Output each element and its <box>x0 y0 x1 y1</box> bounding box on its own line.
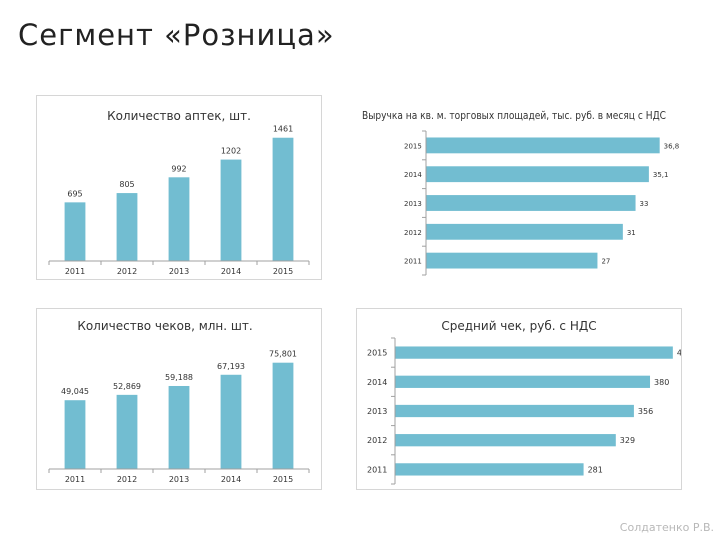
bar-2011 <box>395 463 584 476</box>
chart-title: Количество чеков, млн. шт. <box>77 319 252 333</box>
chart-pharmacy-count: Количество аптек, шт. 695 2011 805 2012 992 20… <box>36 95 322 280</box>
data-label-2011: 695 <box>67 189 82 198</box>
bar-2015 <box>426 137 660 154</box>
data-label-2012: 329 <box>620 436 635 445</box>
x-tick-label-2012: 2012 <box>117 475 137 484</box>
data-label-2014: 1202 <box>221 147 241 156</box>
chart-title: Количество аптек, шт. <box>107 109 251 123</box>
chart-pharmacy-count-svg: Количество аптек, шт. 695 2011 805 2012 992 20… <box>48 109 310 276</box>
chart-average-check-svg: Средний чек, руб. с НДС 414 2015 380 2014 356… <box>367 319 681 485</box>
y-tick-label-2014: 2014 <box>404 171 422 179</box>
chart-average-check: Средний чек, руб. с НДС 414 2015 380 2014 356… <box>356 308 682 490</box>
chart-revenue-per-sqm: Выручка на кв. м. торговых площадей, тыс… <box>356 95 680 278</box>
bar-2014 <box>426 166 649 183</box>
y-tick-label-2011: 2011 <box>404 258 422 266</box>
bar-2013 <box>168 177 190 261</box>
y-tick-label-2012: 2012 <box>404 229 422 237</box>
x-tick-label-2015: 2015 <box>273 475 293 484</box>
data-label-2014: 67,193 <box>217 362 245 371</box>
y-tick-label-2014: 2014 <box>367 378 387 387</box>
data-label-2014: 380 <box>654 378 669 387</box>
x-tick-label-2013: 2013 <box>169 475 189 484</box>
y-tick-label-2013: 2013 <box>367 407 387 416</box>
bar-2014 <box>220 159 242 261</box>
x-tick-label-2011: 2011 <box>65 267 85 276</box>
x-tick-label-2014: 2014 <box>221 267 241 276</box>
y-tick-label-2012: 2012 <box>367 436 387 445</box>
bar-2012 <box>426 223 623 240</box>
bar-2013 <box>168 385 190 469</box>
bar-2015 <box>272 137 294 261</box>
data-label-2015: 75,801 <box>269 350 297 359</box>
x-tick-label-2015: 2015 <box>273 267 293 276</box>
data-label-2015: 36,8 <box>664 142 680 150</box>
chart-title: Выручка на кв. м. торговых площадей, тыс… <box>362 109 666 122</box>
bar-2012 <box>116 394 138 469</box>
bar-2012 <box>116 193 138 261</box>
chart-receipt-count-svg: Количество чеков, млн. шт. 49,045 2011 52,8… <box>48 319 310 484</box>
bar-2011 <box>426 252 598 269</box>
data-label-2012: 805 <box>119 180 134 189</box>
x-tick-label-2014: 2014 <box>221 475 241 484</box>
slide-title: Сегмент «Розница» <box>18 18 335 52</box>
bar-2014 <box>395 375 651 388</box>
author-footer: Солдатенко Р.В. <box>619 521 714 534</box>
data-label-2013: 33 <box>640 200 649 208</box>
chart-revenue-per-sqm-svg: Выручка на кв. м. торговых площадей, тыс… <box>362 109 680 276</box>
y-tick-label-2013: 2013 <box>404 200 422 208</box>
chart-receipt-count: Количество чеков, млн. шт. 49,045 2011 52,8… <box>36 308 322 490</box>
x-tick-label-2012: 2012 <box>117 267 137 276</box>
bar-2015 <box>395 346 673 359</box>
data-label-2013: 356 <box>638 407 653 416</box>
data-label-2013: 992 <box>171 164 186 173</box>
data-label-2015: 1461 <box>273 125 293 134</box>
y-tick-label-2015: 2015 <box>367 349 387 358</box>
bar-2012 <box>395 434 616 447</box>
bar-2013 <box>426 195 636 211</box>
data-label-2013: 59,188 <box>165 373 193 382</box>
bar-2011 <box>64 202 86 261</box>
data-label-2012: 52,869 <box>113 382 141 391</box>
data-label-2012: 31 <box>627 229 636 237</box>
data-label-2011: 49,045 <box>61 387 89 396</box>
bar-2011 <box>64 400 86 469</box>
chart-title: Средний чек, руб. с НДС <box>441 319 596 333</box>
bar-2015 <box>272 362 294 469</box>
x-tick-label-2013: 2013 <box>169 267 189 276</box>
data-label-2011: 281 <box>588 465 603 474</box>
y-tick-label-2015: 2015 <box>404 142 422 150</box>
data-label-2015: 414 <box>677 349 681 358</box>
bar-2014 <box>220 374 242 469</box>
bar-2013 <box>395 404 634 418</box>
y-tick-label-2011: 2011 <box>367 465 387 474</box>
data-label-2011: 27 <box>601 258 610 266</box>
data-label-2014: 35,1 <box>653 171 669 179</box>
x-tick-label-2011: 2011 <box>65 475 85 484</box>
